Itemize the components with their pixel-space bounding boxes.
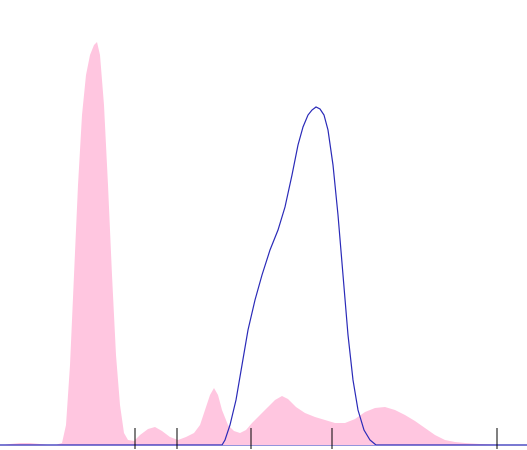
area	[0, 42, 527, 445]
line	[0, 106, 527, 446]
